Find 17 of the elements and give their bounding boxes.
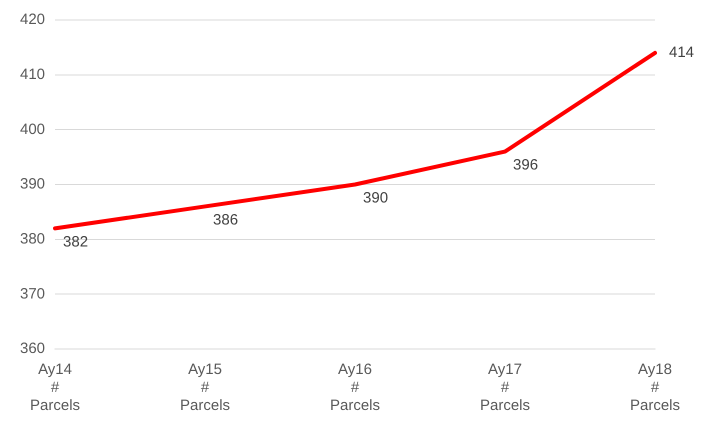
y-tick-label: 420 — [20, 11, 46, 28]
data-label: 396 — [513, 156, 538, 174]
y-tick-label: 400 — [20, 120, 46, 138]
y-tick-label: 410 — [20, 66, 46, 83]
y-tick-label: 360 — [20, 340, 46, 358]
y-tick-label: 390 — [20, 176, 46, 193]
y-tick-label: 380 — [20, 230, 46, 248]
x-tick-label: Ay15 # Parcels — [180, 361, 230, 414]
y-tick-label: 370 — [20, 285, 46, 302]
data-label: 382 — [63, 234, 88, 251]
data-label: 414 — [669, 44, 694, 62]
data-label: 386 — [213, 212, 238, 229]
x-tick-label: Ay16 # Parcels — [330, 361, 380, 414]
x-tick-label: Ay18 # Parcels — [630, 361, 680, 414]
data-label: 390 — [363, 190, 388, 207]
x-tick-label: Ay17 # Parcels — [480, 361, 530, 414]
x-tick-label: Ay14 # Parcels — [30, 361, 80, 414]
